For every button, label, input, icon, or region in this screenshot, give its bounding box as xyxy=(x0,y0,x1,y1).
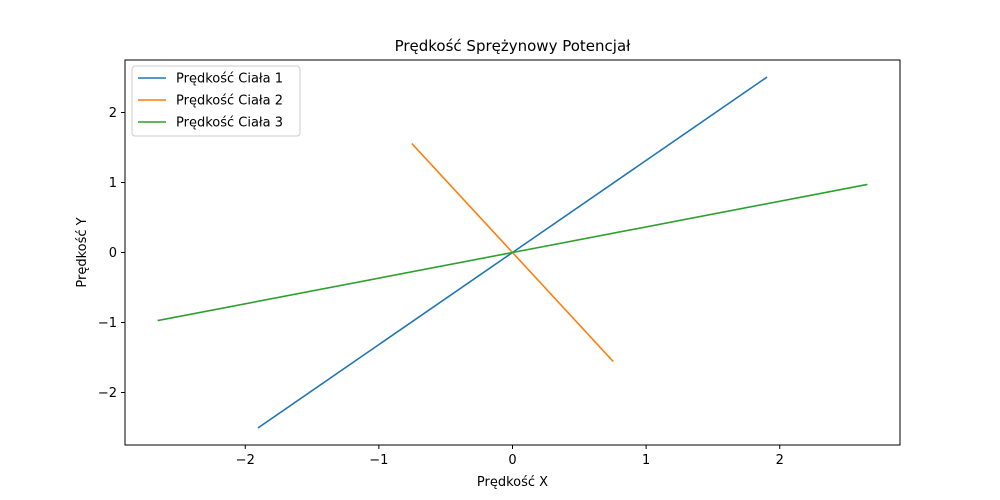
x-tick-label: 0 xyxy=(508,453,516,468)
x-tick-label: −2 xyxy=(236,453,255,468)
y-axis-label: Prędkość Y xyxy=(75,217,90,287)
chart-title: Prędkość Sprężynowy Potencjał xyxy=(395,37,632,55)
legend-label-1: Prędkość Ciała 1 xyxy=(176,72,283,87)
x-tick-label: −1 xyxy=(369,453,388,468)
legend-items: Prędkość Ciała 1 Prędkość Ciała 2 Prędkość… xyxy=(138,72,283,131)
y-tick-label: 1 xyxy=(109,176,117,191)
x-tick-label: 2 xyxy=(776,453,784,468)
series-line-3 xyxy=(157,183,868,322)
y-tick-label: −1 xyxy=(98,316,117,331)
series-layer xyxy=(157,76,868,429)
legend-label-3: Prędkość Ciała 3 xyxy=(176,116,283,131)
x-tick-label: 1 xyxy=(642,453,650,468)
y-axis-ticks: −2 −1 0 1 2 xyxy=(98,106,125,401)
y-tick-label: 2 xyxy=(109,106,117,121)
legend-label-2: Prędkość Ciała 2 xyxy=(176,94,283,109)
y-tick-label: −2 xyxy=(98,386,117,401)
legend-box xyxy=(131,65,301,137)
legend: Prędkość Ciała 1 Prędkość Ciała 2 Prędkość… xyxy=(131,65,301,137)
y-tick-label: 0 xyxy=(109,246,117,261)
x-axis-label: Prędkość X xyxy=(477,475,548,490)
x-axis-ticks: −2 −1 0 1 2 xyxy=(236,445,784,468)
